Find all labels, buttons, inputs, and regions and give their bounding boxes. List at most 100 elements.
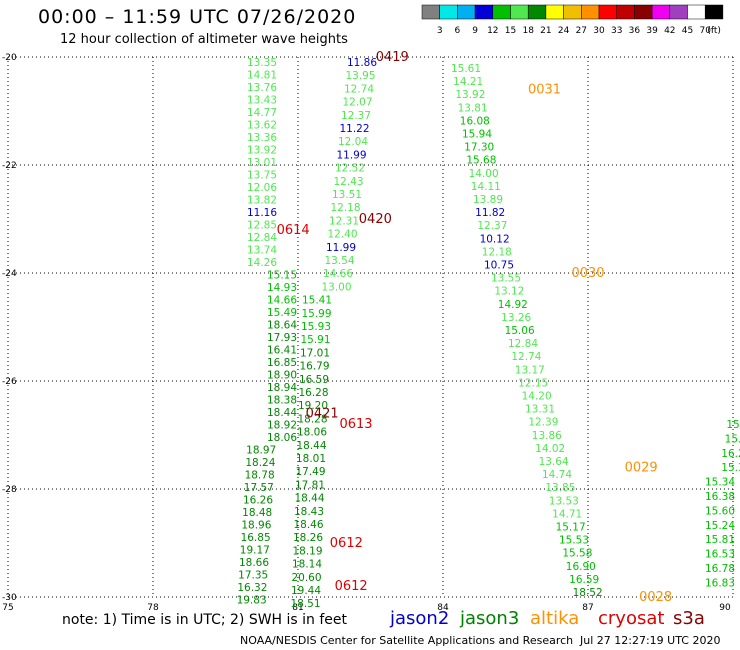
wave-height-point: 13.26 <box>501 312 531 324</box>
x-tick-label: 75 <box>2 603 13 613</box>
y-tick-label: -24 <box>2 269 17 279</box>
wave-height-point: 18.38 <box>267 395 297 407</box>
wave-height-point: 18.96 <box>241 520 271 532</box>
wave-height-point: 16.38 <box>705 491 735 503</box>
wave-height-point: 16.2 <box>721 448 740 460</box>
wave-height-point: 13.12 <box>494 286 524 298</box>
wave-height-point: 20.60 <box>291 572 321 584</box>
wave-height-point: 16.28 <box>298 387 328 399</box>
wave-height-point: 12.37 <box>341 110 371 122</box>
wave-height-point: 11.16 <box>247 207 277 219</box>
wave-height-point: 13.01 <box>247 157 277 169</box>
wave-height-point: 13.36 <box>247 132 277 144</box>
wave-height-point: 16.59 <box>569 574 599 586</box>
scale-tick-label: 36 <box>629 26 641 36</box>
wave-height-point: 12.74 <box>344 83 374 95</box>
wave-height-point: 15.34 <box>705 477 735 489</box>
wave-height-point: 13.35 <box>247 57 277 69</box>
wave-height-point: 17.81 <box>295 479 325 491</box>
wave-height-point: 11.22 <box>339 123 369 135</box>
scale-tick-label: 21 <box>540 26 551 36</box>
wave-height-point: 11.86 <box>347 57 377 69</box>
wave-height-point: 18.06 <box>297 427 327 439</box>
wave-height-point: 16.78 <box>705 563 735 575</box>
scale-tick-label: 24 <box>558 26 570 36</box>
wave-height-point: 18.44 <box>294 493 324 505</box>
wave-height-point: 18.14 <box>292 559 322 571</box>
wave-height-point: 14.92 <box>498 299 528 311</box>
wave-height-point: 19.44 <box>291 585 321 597</box>
pass-id-label: 0028 <box>639 590 672 605</box>
x-tick-label: 87 <box>582 603 593 613</box>
wave-height-point: 15.3 <box>721 462 740 474</box>
x-tick-label: 78 <box>147 603 159 613</box>
wave-height-point: 16.59 <box>299 374 329 386</box>
legend-jason3: jason3 <box>460 608 520 629</box>
wave-height-point: 13.92 <box>455 89 485 101</box>
wave-height-point: 12.40 <box>327 229 357 241</box>
wave-height-point: 18.44 <box>267 407 297 419</box>
wave-height-point: 11.82 <box>475 207 505 219</box>
scale-tick-label: 33 <box>611 26 622 36</box>
wave-height-point: 13.89 <box>473 194 503 206</box>
pass-id-label: 0613 <box>339 417 372 432</box>
scale-tick-label: 15 <box>505 26 516 36</box>
wave-height-point: 13.81 <box>458 102 488 114</box>
wave-height-point: 19.83 <box>237 595 267 607</box>
wave-height-point: 14.74 <box>542 469 572 481</box>
wave-height-point: 13.51 <box>332 189 362 201</box>
pass-id-label: 0030 <box>571 266 604 281</box>
wave-height-point: 16.79 <box>299 361 329 373</box>
note-text: note: 1) Time is in UTC; 2) SWH is in fe… <box>62 612 348 628</box>
wave-height-point: 16.08 <box>460 115 490 127</box>
wave-height-point: 18.52 <box>573 587 603 599</box>
wave-height-point: 12.07 <box>342 97 372 109</box>
wave-height-point: 13.43 <box>247 95 277 107</box>
scale-tick-label: 18 <box>522 26 534 36</box>
wave-height-point: 12.52 <box>335 163 365 175</box>
wave-height-point: 15.24 <box>705 520 735 532</box>
wave-height-point: 14.02 <box>535 443 565 455</box>
color-scale: 3 6 9 12 15 18 21 24 27 30 33 36 39 42 45 70(ft) <box>421 4 724 36</box>
wave-height-point: 14.20 <box>522 391 552 403</box>
wave-height-point: 14.11 <box>471 181 501 193</box>
wave-height-point: 18.92 <box>267 420 297 432</box>
wave-height-point: 13.54 <box>324 255 354 267</box>
page-subtitle: 12 hour collection of altimeter wave hei… <box>60 32 348 47</box>
wave-height-point: 18.97 <box>246 445 276 457</box>
wave-height-point: 12.74 <box>511 351 541 363</box>
wave-height-point: 13.53 <box>549 495 579 507</box>
wave-height-point: 13.00 <box>321 281 351 293</box>
wave-height-point: 18.28 <box>297 413 327 425</box>
scale-swatch <box>704 4 724 20</box>
wave-height-point: 15.68 <box>466 155 496 167</box>
wave-height-point: 13.55 <box>491 273 521 285</box>
wave-height-point: 13.17 <box>515 364 545 376</box>
wave-height-point: 14.00 <box>469 168 499 180</box>
y-tick-label: -28 <box>2 485 17 495</box>
wave-height-point: 12.85 <box>247 220 277 232</box>
wave-height-point: 12.84 <box>247 232 277 244</box>
wave-height-point: 12.15 <box>518 377 548 389</box>
wave-height-point: 13.62 <box>247 120 277 132</box>
wave-height-point: 17.01 <box>300 347 330 359</box>
pass-id-label: 0420 <box>359 212 392 227</box>
wave-height-point: 18.44 <box>296 440 326 452</box>
wave-height-point: 12.43 <box>333 176 363 188</box>
scale-tick-label: 45 <box>682 26 693 36</box>
legend-cryosat: cryosat <box>598 608 665 629</box>
x-tick-label: 81 <box>292 603 303 613</box>
wave-height-point: 15. <box>725 433 740 445</box>
wave-height-point: 15.81 <box>705 534 735 546</box>
wave-height-point: 14.77 <box>247 107 277 119</box>
wave-height-point: 12.18 <box>482 246 512 258</box>
wave-height-point: 12.37 <box>477 220 507 232</box>
pass-id-label: 0029 <box>625 460 658 475</box>
wave-height-point: 15.53 <box>559 535 589 547</box>
wave-height-point: 18.94 <box>267 382 297 394</box>
y-tick-label: -30 <box>2 593 17 603</box>
wave-height-point: 15.17 <box>556 522 586 534</box>
y-tick-label: -22 <box>2 161 17 171</box>
wave-height-point: 14.26 <box>247 257 277 269</box>
